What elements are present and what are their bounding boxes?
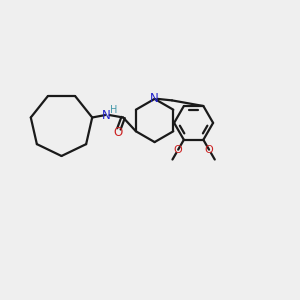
Text: O: O: [174, 145, 182, 155]
Text: N: N: [102, 109, 111, 122]
Text: H: H: [110, 105, 117, 115]
Text: N: N: [150, 92, 159, 105]
Text: O: O: [205, 145, 213, 155]
Text: O: O: [113, 126, 122, 139]
